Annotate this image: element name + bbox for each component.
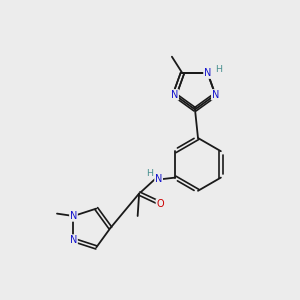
Text: N: N: [70, 211, 77, 221]
Text: N: N: [204, 68, 211, 78]
Text: H: H: [215, 65, 223, 74]
Text: N: N: [70, 235, 77, 245]
Text: H: H: [146, 169, 153, 178]
Text: N: N: [212, 90, 219, 100]
Text: N: N: [171, 90, 178, 100]
Text: O: O: [156, 199, 164, 209]
Text: N: N: [155, 174, 162, 184]
